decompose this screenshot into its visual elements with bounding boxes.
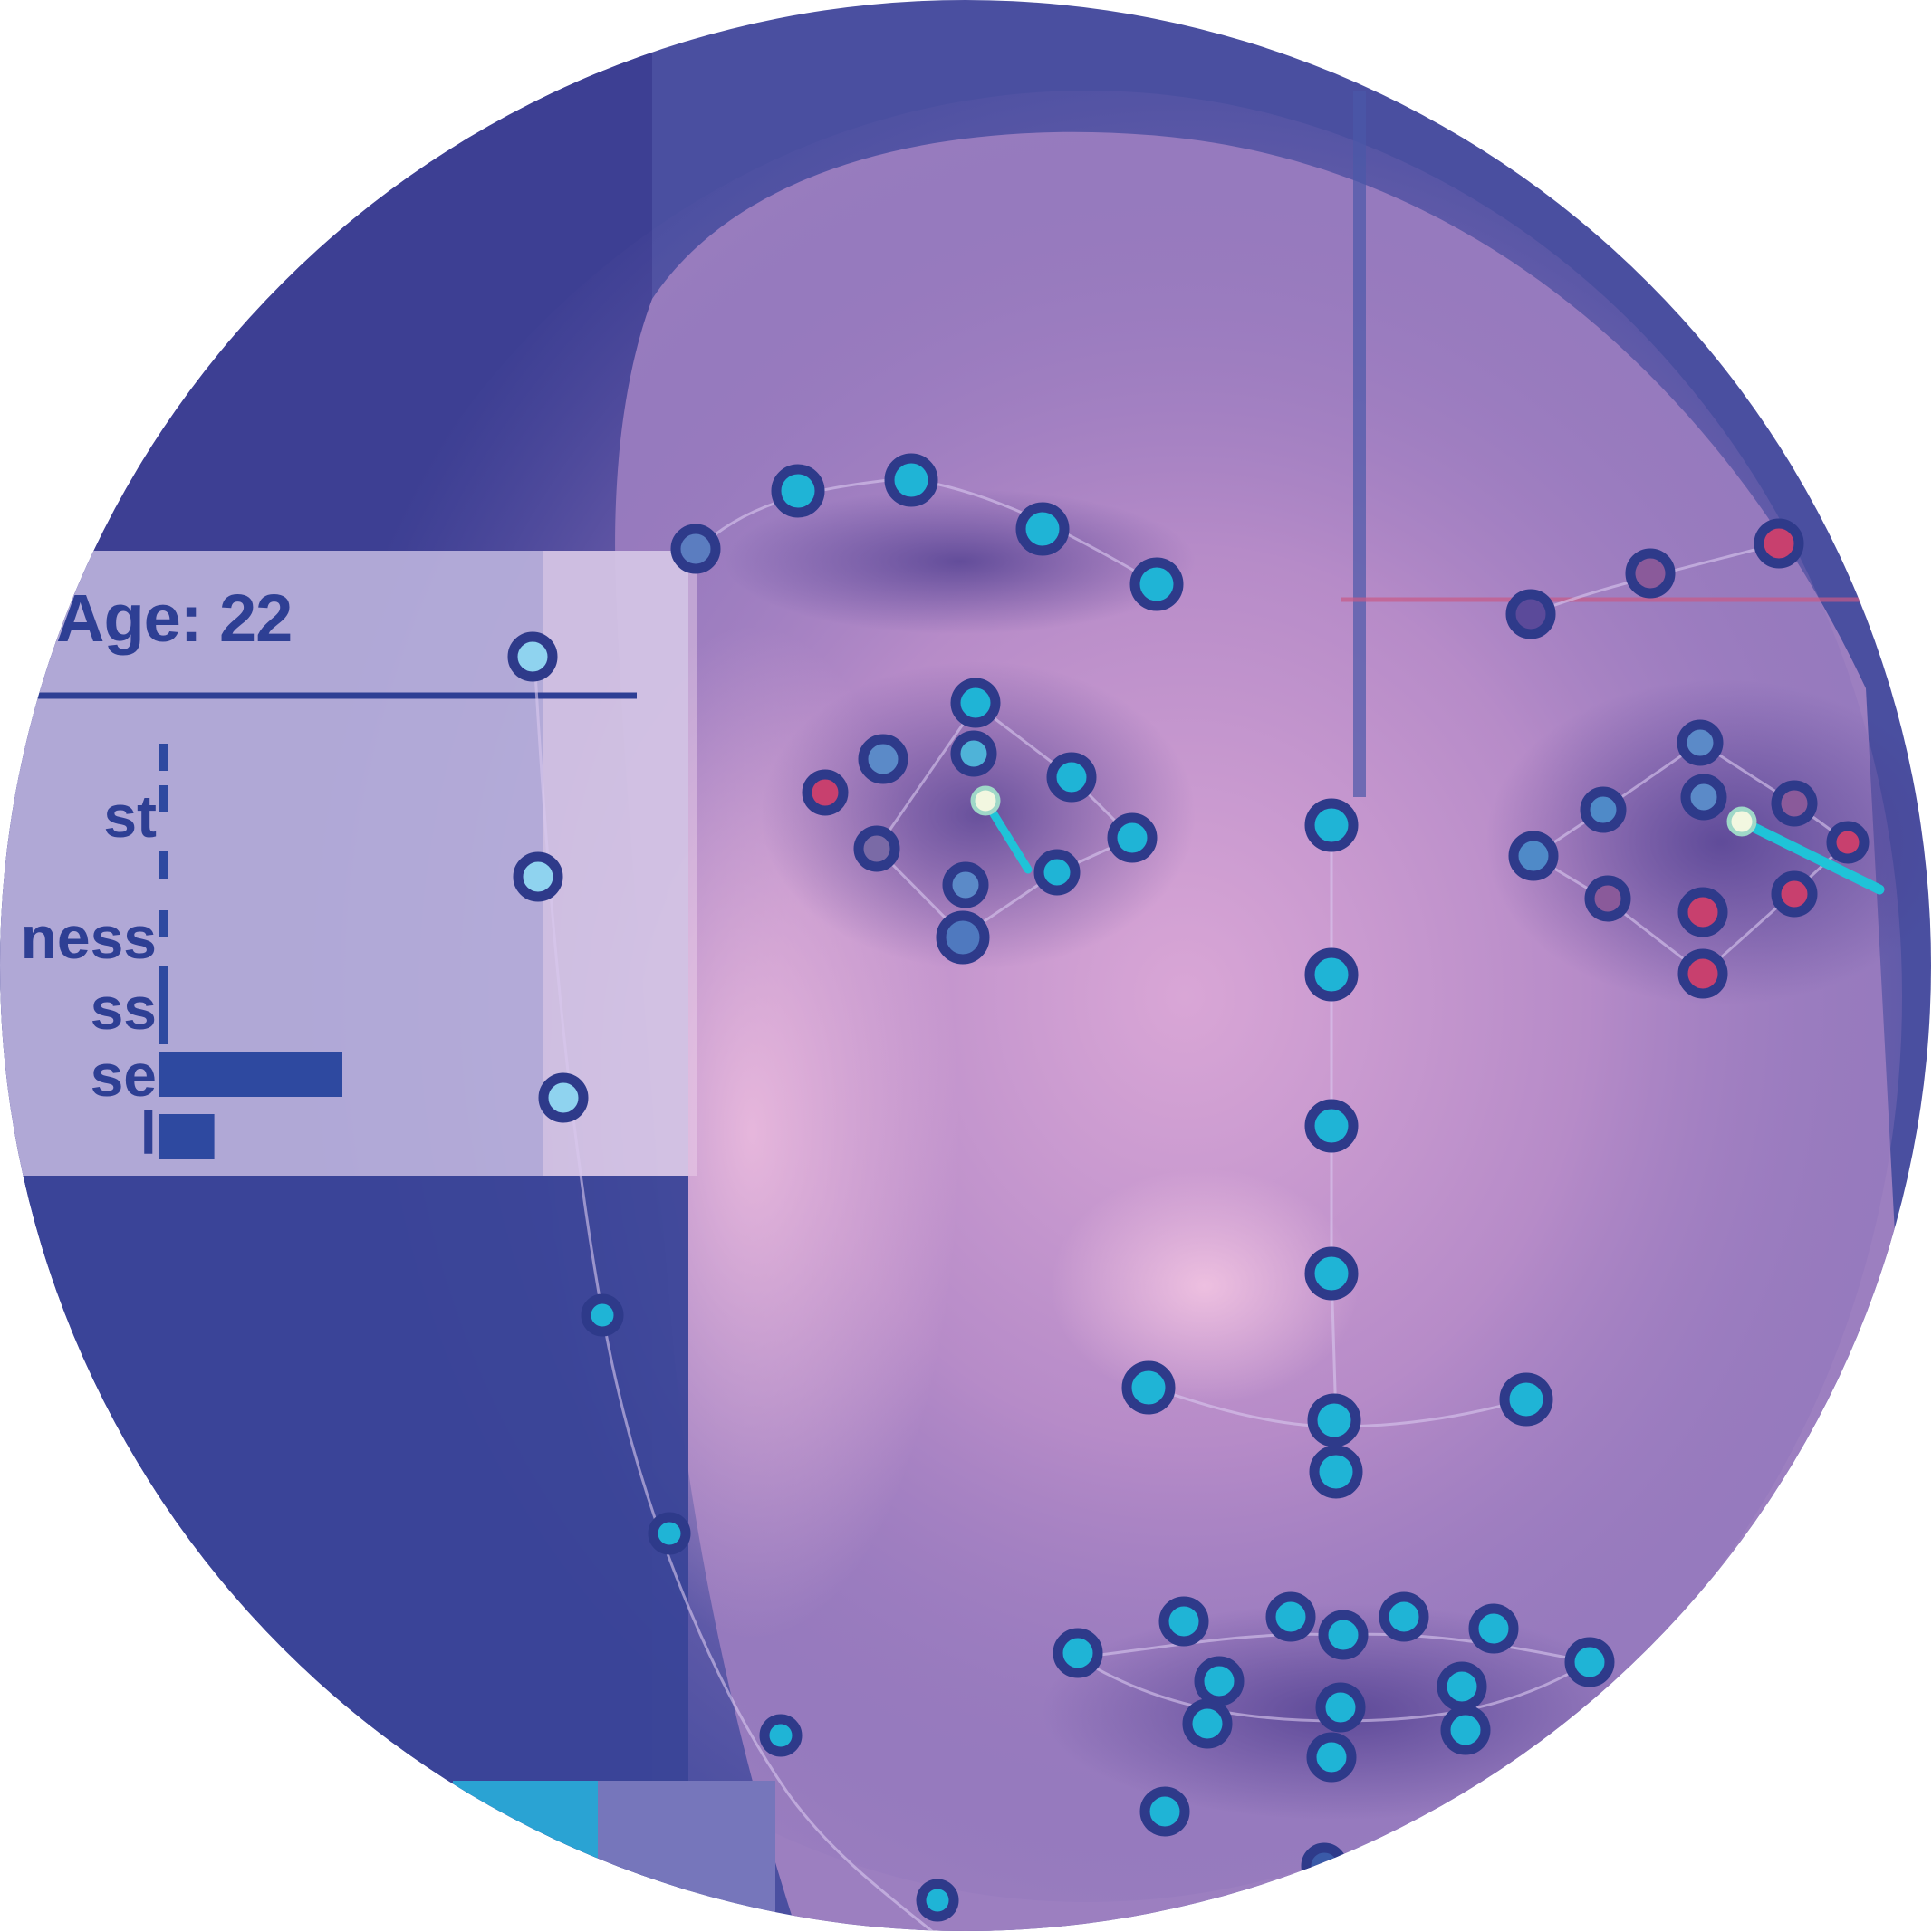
landmark-dot: [1754, 518, 1804, 569]
landmark-dot: [1304, 947, 1359, 1002]
landmark-dot: [1309, 1445, 1363, 1499]
landmark-dot: [1379, 1591, 1429, 1642]
landmark-dot: [853, 825, 900, 872]
swatch-cyan: [453, 1781, 598, 1931]
landmark-dot: [1015, 502, 1070, 556]
age-label: Age: 22: [56, 581, 293, 656]
landmark-dot: [1771, 780, 1818, 827]
landmark-dot: [507, 631, 558, 682]
landmark-dot: [1564, 1637, 1615, 1687]
landmark-dot: [1304, 798, 1359, 852]
landmark-dot: [1139, 1786, 1190, 1837]
emotion-bar-3: [159, 910, 168, 937]
landmark-dot: [1053, 1628, 1103, 1678]
vertical-guide-line: [1353, 91, 1366, 797]
emotion-bar-4: [159, 966, 168, 994]
landmark-dot: [1306, 1732, 1357, 1783]
landmark-dot: [950, 730, 997, 777]
swatch-lavender: [598, 1781, 775, 1931]
landmark-dot: [1499, 1372, 1553, 1427]
landmark-points: [507, 453, 1870, 1922]
eye-shadow-right: [1485, 679, 1931, 1005]
landmark-dot: [936, 910, 990, 965]
brow-shadow-left: [725, 489, 1196, 634]
landmark-dot: [1315, 1682, 1366, 1733]
emotion-label-4: l: [139, 1100, 157, 1167]
landmark-dot: [1771, 870, 1818, 918]
emotion-bar-8: [159, 1114, 215, 1159]
landmark-dot: [1304, 1099, 1359, 1153]
landmark-dot: [1508, 831, 1559, 881]
emotion-bar-1: [159, 785, 168, 812]
emotion-bar-6: [159, 1017, 168, 1044]
landmark-dot: [1318, 1610, 1369, 1660]
emotion-label-3: se: [90, 1042, 157, 1109]
emotion-bar-2: [159, 851, 168, 879]
info-panel: [0, 551, 688, 1176]
landmark-dot: [1182, 1698, 1233, 1749]
landmark-dot: [1680, 774, 1727, 821]
landmark-dot: [759, 1714, 803, 1757]
landmark-dot: [1437, 1661, 1487, 1712]
landmark-dot: [1046, 752, 1097, 803]
emotion-label-1: ness: [20, 904, 157, 971]
landmark-dot: [1580, 786, 1627, 833]
emotion-bar-7: [159, 1052, 342, 1097]
landmark-dot: [538, 1072, 589, 1123]
landmark-dot: [1468, 1603, 1519, 1654]
landmark-dot: [1304, 1246, 1359, 1301]
landmark-dot: [1440, 1705, 1491, 1755]
landmark-dot: [670, 524, 721, 574]
pupil-icon: [1726, 806, 1757, 837]
emotion-bars: [159, 744, 342, 1159]
landmark-dot: [1194, 1656, 1245, 1706]
landmark-dot: [1826, 821, 1870, 864]
emotion-bar-0: [159, 744, 168, 771]
landmark-dot: [581, 1293, 624, 1337]
landmark-dot: [513, 851, 563, 902]
emotion-bar-5: [159, 992, 168, 1019]
gaze-vector-right: [1736, 816, 1885, 895]
pupil-icon: [970, 785, 1001, 816]
landmark-dot: [884, 453, 938, 507]
landmark-dot: [1301, 1842, 1348, 1889]
landmark-dot: [1107, 812, 1158, 863]
nose-highlight: [1051, 1168, 1359, 1404]
landmark-dot: [916, 1879, 959, 1922]
landmark-dot: [1584, 875, 1631, 922]
landmark-dot: [942, 861, 989, 908]
emotion-label-0: st: [103, 783, 157, 850]
emotion-label-2: ss: [90, 975, 157, 1042]
landmark-dot: [1033, 849, 1081, 896]
landmark-dot: [771, 464, 825, 518]
landmark-dot: [1129, 557, 1184, 611]
landmark-dot: [802, 769, 849, 816]
landmark-dot: [1307, 1393, 1361, 1447]
landmark-dot: [1677, 948, 1728, 999]
landmark-dot: [1505, 589, 1556, 639]
landmark-dot: [1265, 1591, 1316, 1642]
landmark-dot: [950, 678, 1001, 728]
landmark-dot: [1158, 1596, 1209, 1647]
landmark-dot: [1121, 1360, 1176, 1415]
landmark-dot: [1677, 887, 1728, 937]
landmark-dot: [858, 734, 908, 784]
landmark-dot: [648, 1512, 691, 1555]
landmark-dot: [1677, 719, 1724, 766]
landmark-dot: [1625, 548, 1676, 599]
